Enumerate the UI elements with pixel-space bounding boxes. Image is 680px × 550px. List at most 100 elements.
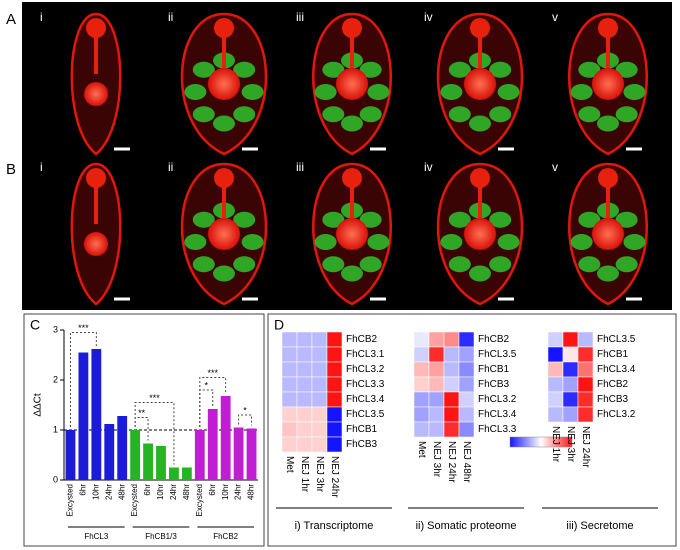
heatmap-cell	[413, 346, 430, 363]
heatmap-cell	[443, 346, 460, 363]
heatmap-cell	[547, 346, 564, 363]
gut-lobe	[489, 256, 512, 273]
ventral-sucker	[84, 82, 108, 106]
gut-lobe	[192, 106, 215, 123]
heatmap-cell	[577, 376, 594, 393]
column-label: i	[40, 10, 43, 24]
gut-lobe	[322, 211, 345, 228]
y-tick-label: 3	[53, 324, 58, 334]
bar	[220, 396, 231, 480]
heatmap-cell	[326, 346, 343, 363]
gut-lobe	[615, 106, 638, 123]
significance-label: ***	[149, 393, 160, 403]
heatmap-cell	[413, 421, 430, 438]
significance-label: *	[243, 405, 247, 415]
panel-c-frame	[23, 313, 265, 547]
gut-lobe	[341, 265, 363, 282]
heatmap-cell	[458, 331, 475, 348]
x-tick-label: 6hr	[79, 484, 88, 496]
gut-lobe	[448, 256, 471, 273]
gut-lobe	[497, 234, 520, 250]
gut-lobe	[578, 256, 601, 273]
ventral-sucker	[464, 218, 496, 250]
column-label: iv	[424, 10, 433, 24]
heatmap-cell	[562, 406, 579, 423]
oral-sucker	[598, 168, 618, 188]
heatmap-cell	[428, 406, 445, 423]
heatmap-cell	[281, 436, 298, 453]
row-label: FhCB2	[478, 334, 510, 345]
column-label: Met	[416, 441, 427, 458]
heatmap-cell	[281, 361, 298, 378]
group-label: FhCB1/3	[145, 532, 177, 541]
gut-lobe	[367, 84, 390, 100]
heatmap-cell	[281, 391, 298, 408]
oral-sucker	[470, 18, 490, 38]
bar	[91, 349, 102, 480]
heatmap-cell	[428, 391, 445, 408]
gut-lobe	[440, 234, 463, 250]
gut-lobe	[489, 61, 512, 78]
ventral-sucker	[208, 218, 240, 250]
x-tick-label: 24hr	[234, 484, 243, 500]
y-tick-label: 2	[53, 374, 58, 384]
oral-sucker	[86, 168, 106, 188]
heatmap-cell	[577, 331, 594, 348]
heatmap-cell	[413, 376, 430, 393]
gut-lobe	[578, 106, 601, 123]
row-label: FhCB1	[597, 349, 629, 360]
heatmap-cell	[296, 406, 313, 423]
column-label: v	[552, 160, 558, 174]
heatmap-cell	[443, 376, 460, 393]
panel-label: D	[274, 317, 284, 333]
row-label: FhCL3.1	[346, 349, 385, 360]
panel-label: C	[30, 317, 40, 333]
heatmap-cell	[577, 361, 594, 378]
heatmap-cell	[562, 376, 579, 393]
gut-lobe	[213, 115, 235, 132]
gut-lobe	[359, 211, 382, 228]
row-label: FhCB3	[597, 394, 629, 405]
ventral-sucker	[84, 232, 108, 256]
heatmap-cell	[547, 361, 564, 378]
ventral-sucker	[336, 68, 368, 100]
oral-sucker	[86, 18, 106, 38]
row-label: FhCL3.4	[478, 409, 517, 420]
heatmap-cell	[428, 346, 445, 363]
x-tick-label: 48hr	[247, 484, 256, 500]
row-label: FhCL3.4	[346, 394, 385, 405]
gut-lobe	[615, 256, 638, 273]
heatmap-cell	[326, 331, 343, 348]
heatmap-cell	[326, 421, 343, 438]
bar	[143, 443, 153, 480]
row-label: FhCL3.3	[478, 424, 517, 435]
ventral-sucker	[208, 68, 240, 100]
column-label: NEJ 1hr	[550, 426, 561, 463]
column-label: iii	[296, 160, 304, 174]
heatmap-cell	[326, 376, 343, 393]
heatmap-cell	[547, 376, 564, 393]
bar	[65, 430, 76, 480]
heatmap-cell	[562, 361, 579, 378]
gut-lobe	[359, 106, 382, 123]
gut-lobe	[192, 61, 215, 78]
gut-lobe	[314, 234, 337, 250]
significance-bracket	[199, 389, 214, 427]
oral-sucker	[470, 168, 490, 188]
gut-lobe	[322, 256, 345, 273]
heatmap-cell	[428, 376, 445, 393]
row-label: FhCL3.3	[346, 379, 385, 390]
heatmap-cell	[443, 361, 460, 378]
gut-lobe	[623, 234, 646, 250]
heatmap-cell	[443, 406, 460, 423]
gut-lobe	[233, 61, 256, 78]
gut-lobe	[341, 115, 363, 132]
heatmap-cell	[296, 361, 313, 378]
x-tick-label: 48hr	[117, 484, 126, 500]
significance-label: ***	[207, 368, 218, 378]
gut-lobe	[322, 106, 345, 123]
significance-label: **	[138, 408, 146, 418]
x-tick-label: 24hr	[169, 484, 178, 500]
oral-sucker	[342, 18, 362, 38]
x-tick-label: Excysted	[66, 484, 75, 516]
